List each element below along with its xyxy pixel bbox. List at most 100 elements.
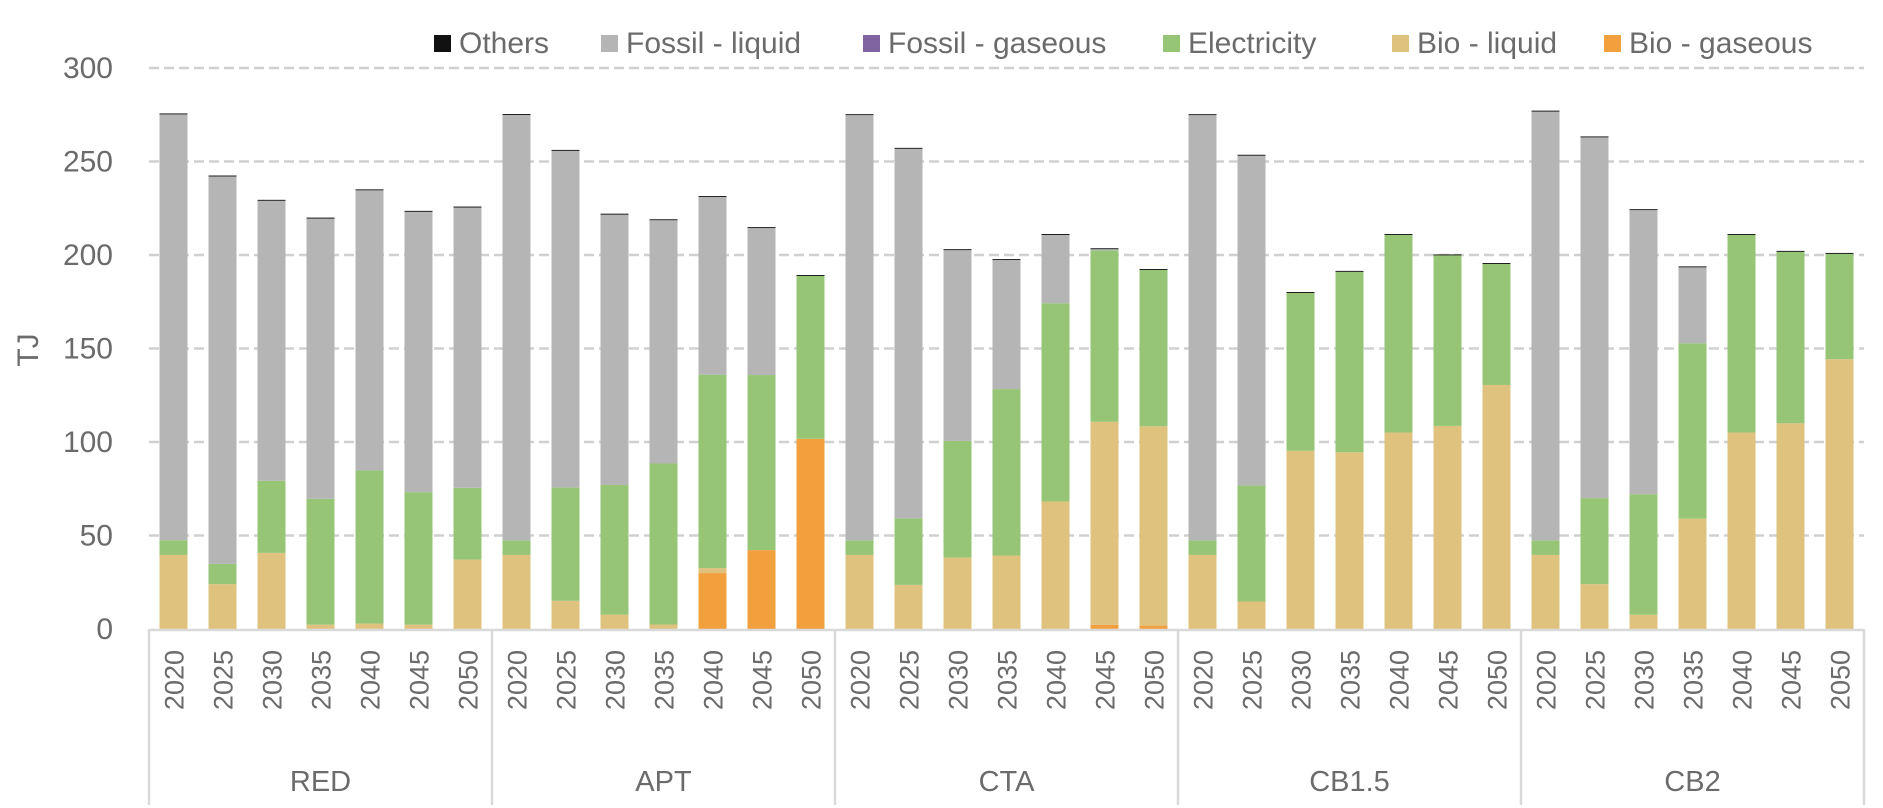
bar-segment-fossil-liquid <box>551 150 580 488</box>
bar-segment-electricity <box>1531 540 1560 555</box>
bar-segment-electricity <box>1825 253 1854 360</box>
bar-segment-bio-liquid <box>159 554 188 629</box>
y-tick-label: 200 <box>63 239 113 272</box>
bar-segment-electricity <box>747 375 776 551</box>
bar-segment-fossil-liquid <box>208 176 237 564</box>
bar-segment-fossil-liquid <box>1188 115 1217 541</box>
bar-segment-bio-liquid <box>992 555 1021 629</box>
group-label: CTA <box>979 766 1036 798</box>
bar-segment-fossil-liquid <box>845 115 874 541</box>
bar-segment-electricity <box>1629 494 1658 615</box>
bar-segment-others <box>698 196 727 198</box>
bar-segment-fossil-liquid <box>649 220 678 464</box>
bar-segment-others <box>649 219 678 221</box>
x-tick-label: 2050 <box>1140 650 1170 710</box>
legend-swatch <box>1392 35 1409 52</box>
bar-segment-bio-liquid <box>1286 450 1315 629</box>
x-tick-label: 2020 <box>1532 650 1562 710</box>
y-tick-label: 300 <box>63 52 113 85</box>
y-axis-ticks: 0 50 100 150 200 250 300 <box>63 52 113 646</box>
x-tick-label: 2040 <box>1385 650 1415 710</box>
bar-segment-fossil-liquid <box>992 260 1021 390</box>
bar-segment-bio-liquid <box>208 584 237 629</box>
legend-label: Fossil - gaseous <box>888 27 1106 60</box>
bar-segment-bio-liquid <box>600 614 629 629</box>
bar-segment-others <box>1776 250 1805 252</box>
legend-label: Bio - gaseous <box>1629 27 1812 60</box>
x-tick-label: 2045 <box>1434 650 1464 710</box>
bar-segment-others <box>747 227 776 229</box>
bar-segment-electricity <box>1384 234 1413 433</box>
bar-segment-bio-liquid <box>453 559 482 629</box>
bars <box>159 110 1854 629</box>
bar-segment-electricity <box>845 540 874 555</box>
bar-segment-bio-liquid <box>306 624 335 629</box>
bar-segment-bio-liquid <box>698 568 727 574</box>
legend-item: Fossil - gaseous <box>863 27 1106 60</box>
bar-segment-electricity <box>502 540 531 555</box>
bar-segment-others <box>208 175 237 177</box>
bar-segment-electricity <box>943 440 972 558</box>
bar-segment-electricity <box>1580 498 1609 585</box>
bar-segment-bio-gaseous <box>747 550 776 629</box>
x-tick-label: 2025 <box>209 650 239 710</box>
y-axis-title: TJ <box>12 333 45 366</box>
bar-segment-electricity <box>649 463 678 625</box>
bar-segment-bio-liquid <box>1580 584 1609 629</box>
group-label: CB2 <box>1664 766 1720 798</box>
bar-segment-others <box>502 114 531 115</box>
bar-segment-others <box>257 199 286 201</box>
bar-segment-others <box>1825 252 1854 254</box>
bar-segment-electricity <box>1335 271 1364 453</box>
bar-segment-electricity <box>551 487 580 601</box>
bar-segment-bio-liquid <box>894 584 923 629</box>
bar-segment-others <box>1384 234 1413 235</box>
bar-segment-others <box>1531 110 1560 112</box>
bar-segment-bio-liquid <box>404 624 433 629</box>
bar-segment-others <box>1286 292 1315 293</box>
bar-segment-fossil-liquid <box>453 207 482 488</box>
x-tick-label: 2040 <box>1728 650 1758 710</box>
bar-segment-electricity <box>1286 292 1315 451</box>
bar-segment-fossil-liquid <box>355 190 384 471</box>
bar-segment-others <box>1433 254 1462 256</box>
legend-label: Electricity <box>1188 27 1316 60</box>
bar-segment-others <box>551 149 580 151</box>
y-tick-label: 50 <box>80 520 113 553</box>
legend-swatch <box>601 35 618 52</box>
bar-segment-fossil-liquid <box>257 200 286 481</box>
bar-segment-bio-liquid <box>355 623 384 629</box>
x-tick-label: 2020 <box>503 650 533 710</box>
bar-segment-bio-liquid <box>845 554 874 629</box>
bar-segment-others <box>1727 234 1756 235</box>
group-label: APT <box>635 766 692 798</box>
bar-segment-bio-liquid <box>1629 614 1658 629</box>
bar-segment-fossil-liquid <box>502 114 531 541</box>
bar-segment-electricity <box>600 485 629 615</box>
bar-segment-electricity <box>1776 251 1805 424</box>
bar-segment-bio-liquid <box>1531 554 1560 629</box>
bar-segment-bio-liquid <box>1041 501 1070 629</box>
legend-item: Fossil - liquid <box>601 27 801 60</box>
bar-segment-fossil-liquid <box>1041 234 1070 304</box>
bar-segment-fossil-liquid <box>894 148 923 519</box>
bar-segment-bio-liquid <box>1482 384 1511 629</box>
legend-label: Bio - liquid <box>1417 27 1557 60</box>
bar-segment-fossil-liquid <box>1237 155 1266 486</box>
bar-segment-bio-liquid <box>551 600 580 629</box>
x-tick-label: 2025 <box>1581 650 1611 710</box>
bar-segment-bio-liquid <box>257 552 286 629</box>
bar-segment-others <box>1580 136 1609 138</box>
x-tick-label: 2050 <box>454 650 484 710</box>
x-tick-label: 2040 <box>1042 650 1072 710</box>
x-tick-label: 2030 <box>1630 650 1660 710</box>
bar-segment-electricity <box>404 492 433 625</box>
bar-segment-others <box>1678 266 1707 268</box>
bar-segment-bio-liquid <box>1139 426 1168 626</box>
legend-label: Others <box>459 27 549 60</box>
bar-segment-bio-liquid <box>649 624 678 629</box>
bar-segment-others <box>796 275 825 276</box>
group-label: RED <box>290 766 351 798</box>
bar-segment-electricity <box>1139 269 1168 427</box>
bar-segment-electricity <box>1727 234 1756 433</box>
